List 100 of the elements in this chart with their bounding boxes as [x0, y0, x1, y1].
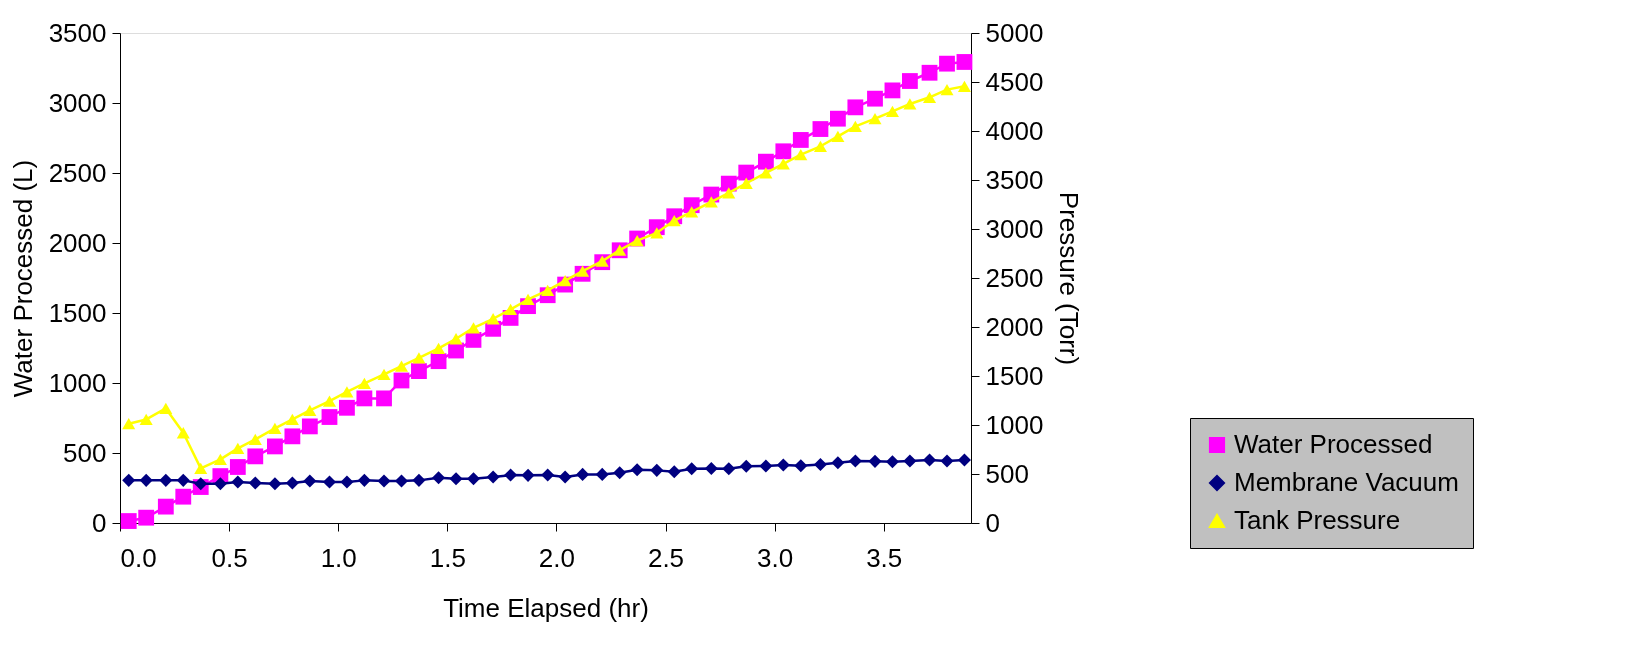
point [776, 158, 790, 170]
y-tick-label: 3500 [48, 17, 107, 48]
point [340, 475, 354, 489]
point [465, 331, 482, 348]
point [394, 474, 408, 488]
y-tick-label: 1000 [48, 367, 107, 398]
point [595, 255, 609, 267]
point [303, 404, 317, 417]
point [285, 476, 299, 490]
point [448, 342, 464, 359]
y-tick-label: 1500 [48, 297, 107, 328]
y-tick-label: 2500 [48, 157, 107, 188]
point [902, 73, 918, 89]
x-tick-label: 1.0 [320, 542, 357, 573]
point [630, 234, 644, 247]
point [885, 455, 899, 469]
point [322, 395, 336, 407]
point [268, 422, 282, 435]
point [848, 120, 862, 132]
point [139, 473, 153, 487]
y2-tick-label: 1000 [985, 409, 1044, 440]
point [792, 132, 809, 148]
point [377, 474, 391, 488]
y-tick-label: 500 [63, 437, 107, 468]
point [940, 84, 954, 96]
point [449, 333, 463, 345]
point [267, 438, 283, 455]
point [122, 473, 136, 487]
point [268, 477, 282, 491]
legend-label: Water Processed [1234, 429, 1433, 459]
point [157, 498, 174, 515]
y2-axis-title: Pressure (Torr) [1054, 191, 1085, 366]
point [868, 113, 882, 125]
x-tick-label: 2.0 [538, 542, 575, 573]
point [685, 462, 699, 476]
point [939, 55, 955, 72]
point [722, 187, 736, 199]
y-tick-label: 3000 [48, 87, 107, 118]
point [285, 413, 299, 426]
point [194, 462, 208, 475]
x-axis-title: Time Elapsed (hr) [443, 592, 649, 623]
x-tick-label: 3.0 [757, 542, 794, 573]
point [848, 454, 862, 468]
point [394, 360, 408, 372]
y-axis-title: Water Processed (L) [7, 159, 38, 398]
y2-tick-label: 2000 [985, 311, 1044, 342]
point [521, 468, 535, 482]
point [794, 459, 808, 473]
point [831, 456, 845, 470]
point [812, 121, 829, 137]
point [301, 418, 318, 435]
point [322, 475, 336, 489]
point [194, 477, 208, 491]
point [757, 153, 774, 170]
point [303, 474, 317, 488]
x-tick-label: 0.5 [211, 542, 248, 573]
point [376, 390, 392, 407]
point [504, 303, 518, 316]
point [120, 513, 137, 529]
point [921, 64, 938, 81]
point [813, 140, 827, 152]
point [704, 461, 718, 475]
point [884, 82, 901, 99]
point [412, 352, 426, 364]
point [759, 167, 773, 179]
point [738, 164, 755, 181]
point [576, 467, 590, 481]
point [430, 353, 447, 370]
point [576, 265, 590, 277]
point [449, 472, 463, 486]
point [321, 409, 338, 425]
x-tick-label: 3.5 [866, 542, 903, 573]
point [340, 386, 354, 398]
point [685, 206, 699, 218]
point [558, 274, 572, 287]
point [521, 293, 535, 306]
point [248, 476, 262, 490]
point [867, 90, 883, 107]
point [829, 110, 846, 127]
point [630, 463, 644, 477]
x-tick-label: 1.5 [429, 542, 466, 573]
y2-tick-label: 4500 [985, 66, 1044, 97]
point [175, 488, 192, 505]
point [831, 130, 845, 142]
point [650, 463, 664, 477]
point [377, 368, 391, 381]
point [432, 471, 446, 485]
point [595, 467, 609, 481]
legend-label: Tank Pressure [1234, 505, 1401, 535]
point [504, 468, 518, 482]
point [393, 372, 410, 389]
point [923, 453, 937, 467]
y-tick-label: 0 [92, 507, 107, 538]
y2-tick-label: 4000 [985, 115, 1044, 146]
point [466, 472, 481, 486]
point [176, 427, 190, 439]
point [541, 468, 555, 482]
point [486, 470, 500, 484]
point [667, 214, 681, 227]
point [138, 509, 155, 526]
